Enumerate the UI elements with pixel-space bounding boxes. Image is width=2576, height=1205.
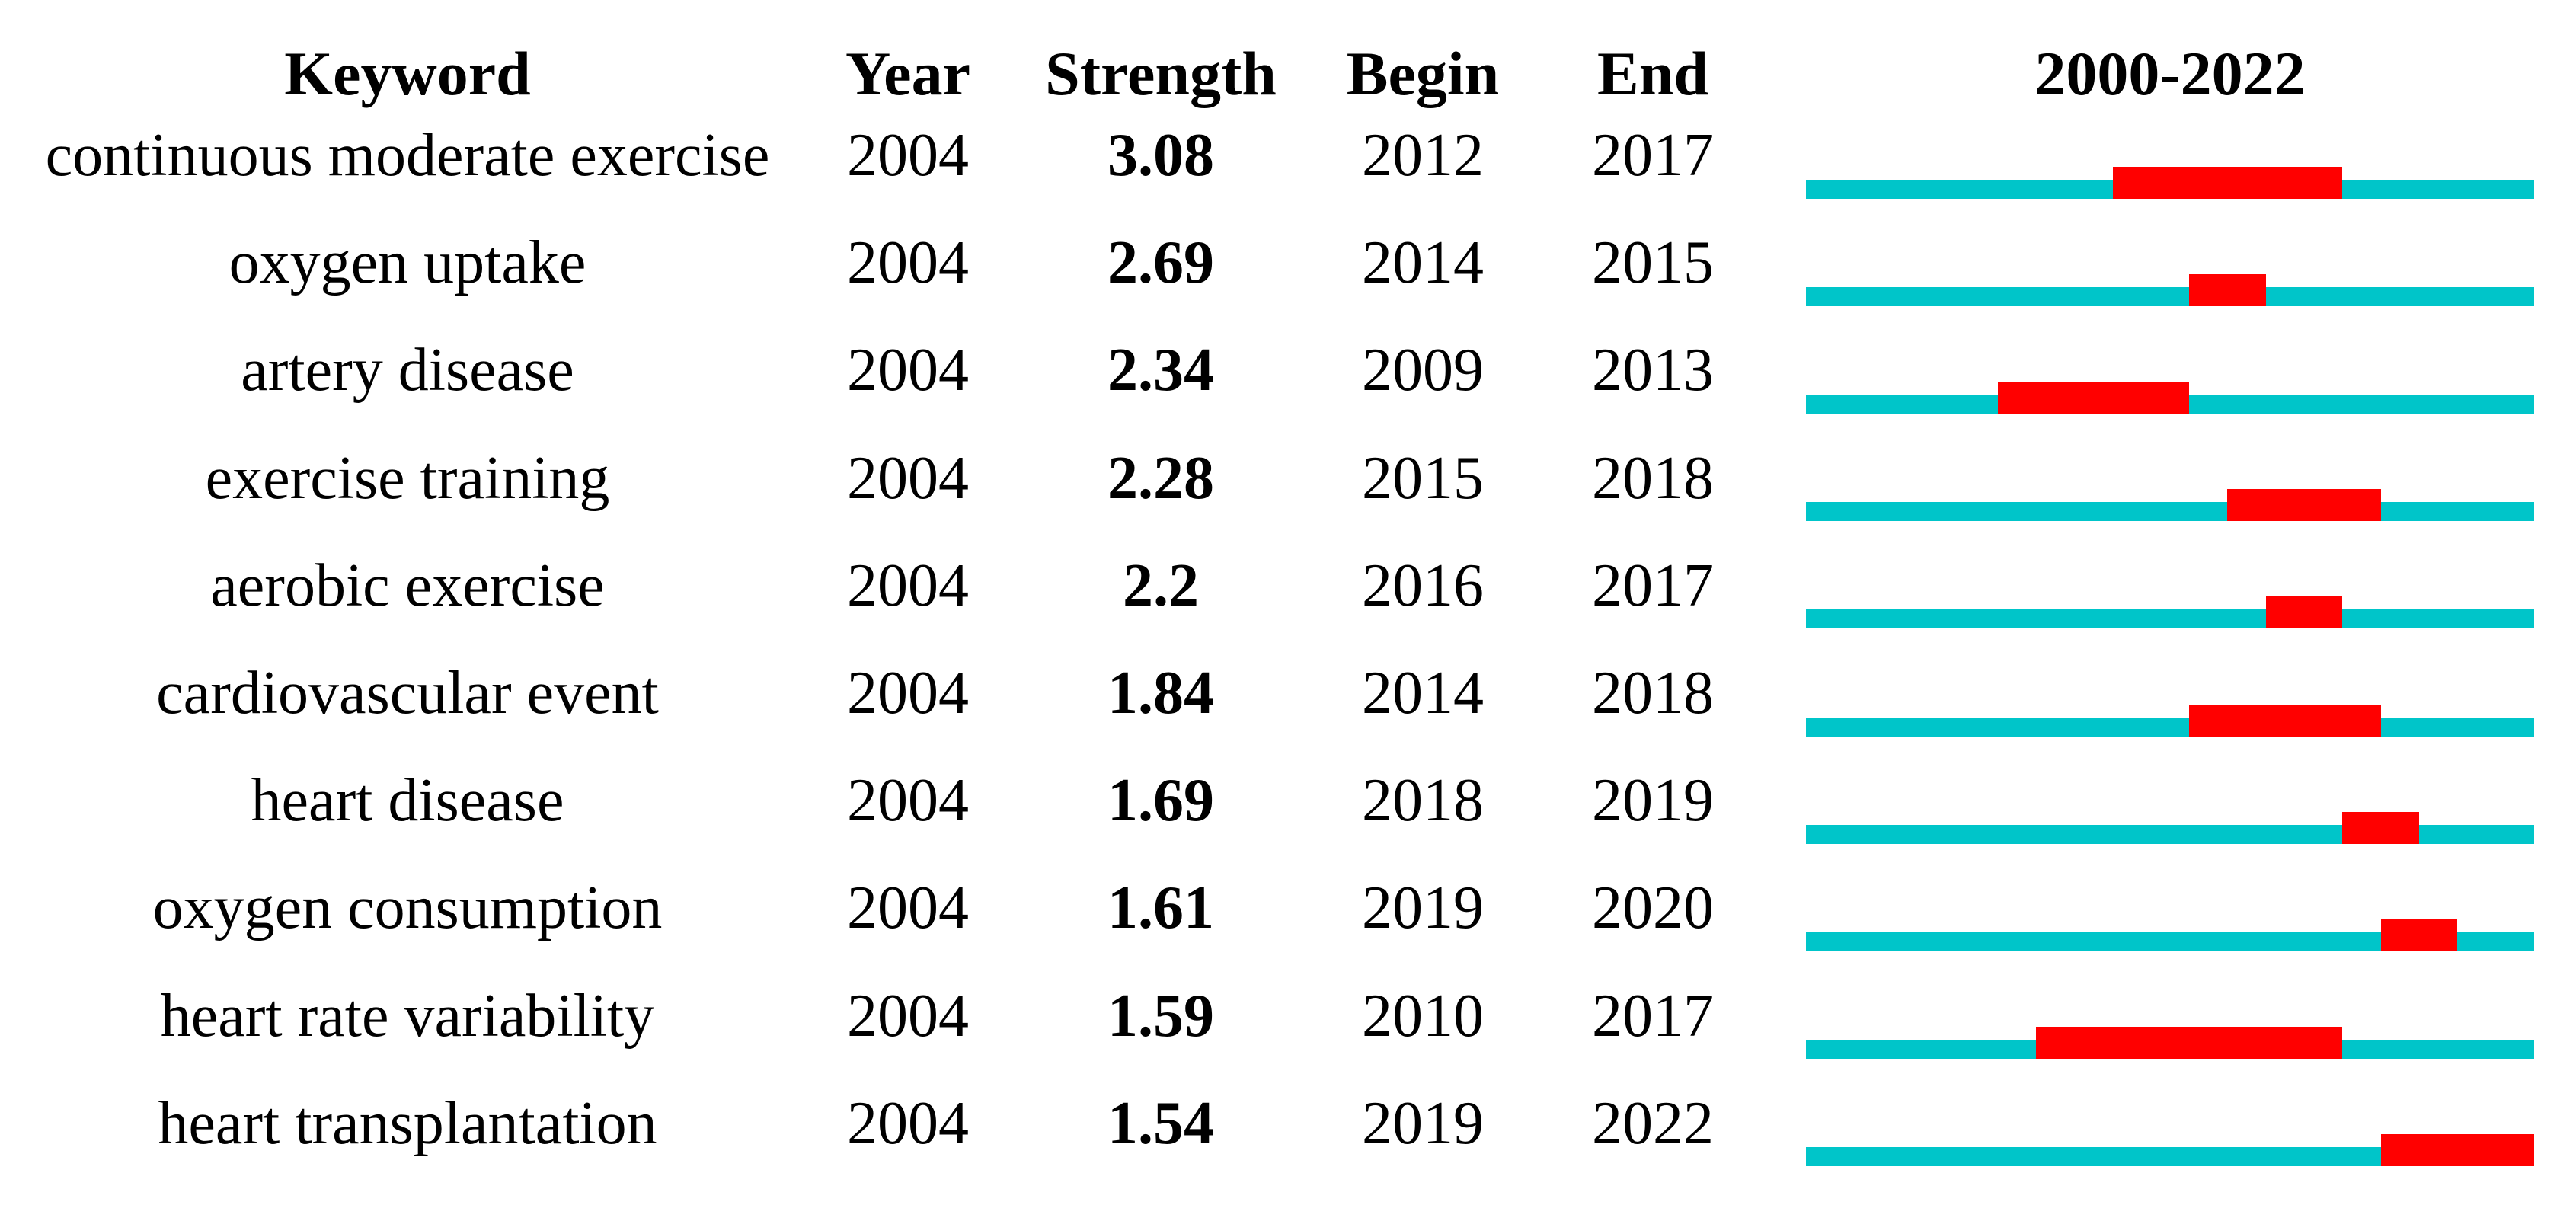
year-cell: 2004: [847, 767, 969, 835]
timeline: [1806, 704, 2534, 737]
year-cell: 2004: [847, 337, 969, 404]
begin-cell: 2016: [1362, 551, 1484, 619]
keyword-cell: oxygen uptake: [229, 229, 586, 297]
strength-cell: 1.54: [1107, 1089, 1214, 1157]
begin-cell: 2014: [1362, 660, 1484, 727]
keyword-cell: cardiovascular event: [156, 660, 659, 727]
end-cell: 2017: [1592, 982, 1714, 1050]
strength-cell: 1.59: [1107, 982, 1214, 1050]
strength-cell: 3.08: [1107, 122, 1214, 189]
timeline-track: [1806, 609, 2534, 629]
keyword-cell: heart disease: [251, 767, 564, 835]
burst-bar: [2265, 596, 2343, 629]
timeline-track: [1806, 286, 2534, 306]
strength-cell: 2.2: [1123, 551, 1199, 619]
burst-bar: [2380, 919, 2458, 951]
strength-cell: 2.28: [1107, 444, 1214, 512]
end-cell: 2013: [1592, 337, 1714, 404]
year-cell: 2004: [847, 551, 969, 619]
timeline: [1806, 166, 2534, 199]
col-header-range: 2000-2022: [2034, 39, 2306, 108]
keyword-cell: heart rate variability: [160, 982, 655, 1050]
strength-cell: 2.34: [1107, 337, 1214, 404]
end-cell: 2017: [1592, 122, 1714, 189]
year-cell: 2004: [847, 874, 969, 942]
burst-bar: [2342, 811, 2420, 844]
timeline: [1806, 273, 2534, 306]
keyword-cell: oxygen consumption: [152, 874, 663, 942]
begin-cell: 2009: [1362, 337, 1484, 404]
burst-bar: [2112, 166, 2343, 199]
end-cell: 2018: [1592, 444, 1714, 512]
burst-bar: [1997, 381, 2190, 414]
end-cell: 2022: [1592, 1089, 1714, 1157]
keyword-cell: artery disease: [241, 337, 574, 404]
end-cell: 2018: [1592, 660, 1714, 727]
timeline-track: [1806, 717, 2534, 737]
strength-cell: 1.61: [1107, 874, 1214, 942]
timeline: [1806, 1134, 2534, 1167]
begin-cell: 2019: [1362, 1089, 1484, 1157]
timeline: [1806, 919, 2534, 951]
end-cell: 2017: [1592, 551, 1714, 619]
burst-bar: [2035, 1027, 2343, 1060]
year-cell: 2004: [847, 1089, 969, 1157]
col-header-end: End: [1597, 39, 1708, 108]
timeline: [1806, 596, 2534, 629]
year-cell: 2004: [847, 660, 969, 727]
col-header-begin: Begin: [1346, 39, 1500, 108]
end-cell: 2019: [1592, 767, 1714, 835]
timeline: [1806, 381, 2534, 414]
strength-cell: 1.69: [1107, 767, 1214, 835]
col-header-year: Year: [845, 39, 970, 108]
timeline-track: [1806, 502, 2534, 522]
burst-bar: [2189, 273, 2266, 306]
year-cell: 2004: [847, 444, 969, 512]
keyword-cell: aerobic exercise: [210, 551, 605, 619]
begin-cell: 2014: [1362, 229, 1484, 297]
burst-bar: [2227, 489, 2381, 522]
year-cell: 2004: [847, 122, 969, 189]
year-cell: 2004: [847, 229, 969, 297]
begin-cell: 2015: [1362, 444, 1484, 512]
timeline: [1806, 489, 2534, 522]
begin-cell: 2010: [1362, 982, 1484, 1050]
timeline: [1806, 811, 2534, 844]
keyword-cell: continuous moderate exercise: [45, 122, 770, 189]
keyword-cell: exercise training: [205, 444, 610, 512]
timeline: [1806, 1027, 2534, 1060]
end-cell: 2020: [1592, 874, 1714, 942]
col-header-strength: Strength: [1045, 39, 1277, 108]
burst-bar: [2189, 704, 2381, 737]
col-header-keyword: Keyword: [284, 39, 531, 108]
timeline-track: [1806, 824, 2534, 844]
keyword-cell: heart transplantation: [158, 1089, 657, 1157]
begin-cell: 2019: [1362, 874, 1484, 942]
end-cell: 2015: [1592, 229, 1714, 297]
begin-cell: 2012: [1362, 122, 1484, 189]
begin-cell: 2018: [1362, 767, 1484, 835]
year-cell: 2004: [847, 982, 969, 1050]
strength-cell: 1.84: [1107, 660, 1214, 727]
strength-cell: 2.69: [1107, 229, 1214, 297]
burst-bar: [2380, 1134, 2534, 1167]
